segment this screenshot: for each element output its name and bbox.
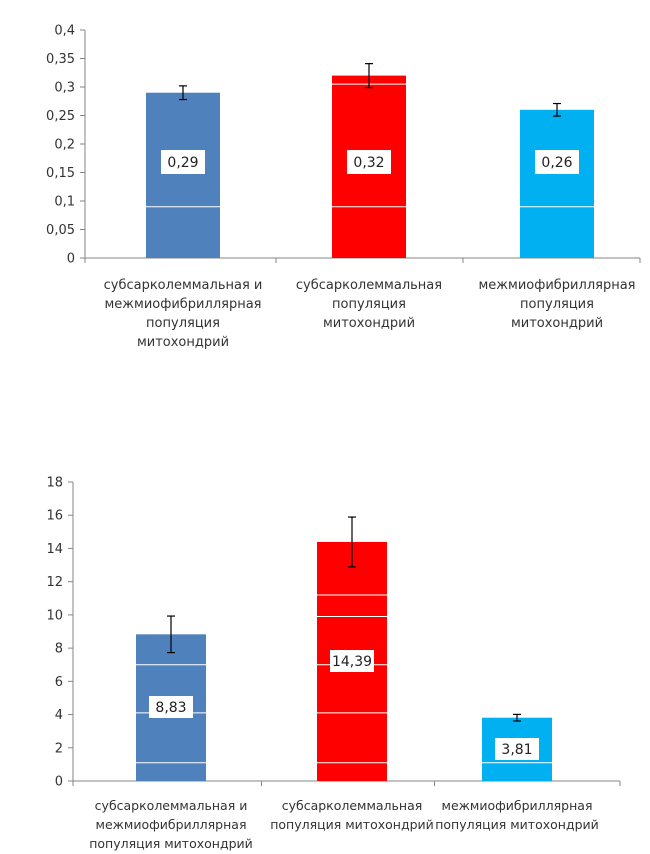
category-label: межмиофибриллярная (105, 297, 262, 312)
category-label: популяция митохондрий (435, 817, 599, 832)
data-label: 0,29 (167, 155, 198, 171)
y-tick-label: 10 (46, 608, 63, 623)
y-tick-label: 4 (55, 708, 63, 723)
category-label: митохондрий (511, 316, 603, 331)
data-label-box (330, 650, 374, 672)
y-tick-label: 16 (46, 509, 63, 524)
y-tick-label: 2 (55, 741, 63, 756)
category-label: субсарколеммальная и (104, 278, 263, 293)
chart-bottom: 0 2 4 6 8 10 12 14 16 18 8,83 субсарколеммальная и м… (46, 476, 621, 851)
data-label: 8,83 (155, 700, 186, 716)
bar (520, 109, 594, 258)
category-label: субсарколеммальная (282, 798, 423, 813)
category-label: межмиофибриллярная (479, 278, 636, 293)
data-label: 0,26 (541, 155, 572, 171)
data-label-box (347, 150, 391, 174)
y-tick-label: 0 (55, 775, 63, 790)
y-tick-label: 8 (55, 642, 63, 657)
chart-top: 0 0,05 0,1 0,15 0,2 0,25 0,3 0,35 0,4 0,29 субсарк… (46, 24, 641, 350)
data-label-box (161, 150, 205, 174)
category-label: межмиофибриллярная (96, 817, 247, 832)
data-label-box (495, 738, 539, 760)
y-tick-label: 6 (55, 675, 63, 690)
y-tick-label: 18 (46, 476, 63, 491)
data-label-box (149, 696, 193, 718)
y-tick-label: 0,4 (54, 24, 75, 39)
category-label: популяция (332, 297, 406, 312)
y-tick-label: 0,05 (46, 223, 75, 238)
y-tick-label: 0,3 (54, 81, 75, 96)
y-tick-label: 0,25 (46, 109, 75, 124)
y-tick-label: 0,15 (46, 166, 75, 181)
y-tick-label: 12 (46, 575, 63, 590)
category-label: субсарколеммальная и (95, 798, 248, 813)
y-tick-label: 14 (46, 542, 63, 557)
y-tick-label: 0,35 (46, 52, 75, 67)
category-label: популяция митохондрий (89, 836, 253, 851)
data-label: 3,81 (501, 742, 532, 758)
bar (146, 92, 220, 258)
data-label: 14,39 (332, 654, 372, 670)
data-label-box (535, 150, 579, 174)
category-label: популяция (146, 316, 220, 331)
data-label: 0,32 (353, 155, 384, 171)
category-label: митохондрий (137, 335, 229, 350)
category-label: митохондрий (323, 316, 415, 331)
category-label: межмиофибриллярная (442, 798, 593, 813)
y-tick-label: 0,1 (54, 195, 75, 210)
y-tick-label: 0 (67, 252, 75, 267)
category-label: субсарколеммальная (296, 278, 442, 293)
category-label: популяция митохондрий (270, 817, 434, 832)
y-tick-label: 0,2 (54, 138, 75, 153)
category-label: популяция (520, 297, 594, 312)
